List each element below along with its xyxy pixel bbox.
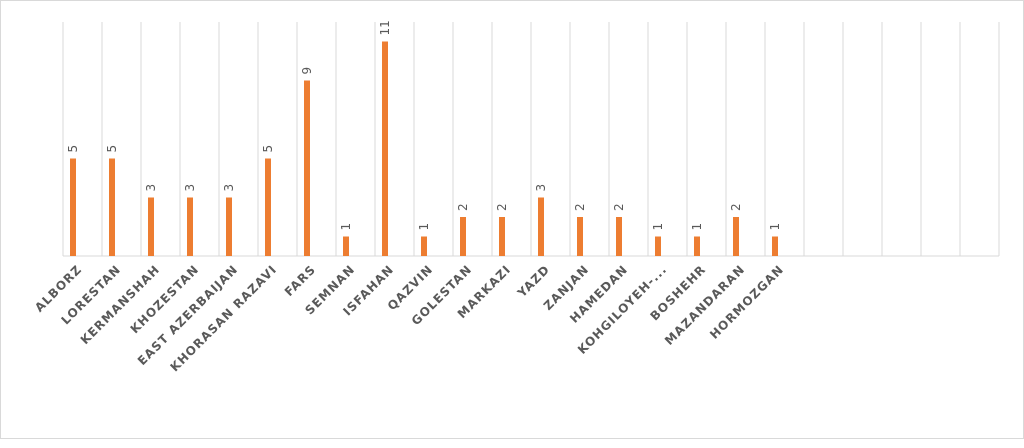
data-label: 3 (183, 184, 197, 192)
data-label: 1 (768, 223, 782, 231)
data-label: 2 (612, 203, 626, 211)
x-tick-label: FARS (282, 262, 319, 299)
bar (265, 158, 271, 256)
data-label: 9 (300, 67, 314, 75)
bar (538, 197, 544, 256)
data-label: 3 (144, 184, 158, 192)
bar (616, 217, 622, 256)
data-label: 5 (261, 145, 275, 153)
bar (499, 217, 505, 256)
x-tick-label: YAZD (514, 262, 553, 301)
bar (421, 236, 427, 256)
data-label: 1 (690, 223, 704, 231)
bar (109, 158, 115, 256)
data-label: 1 (651, 223, 665, 231)
data-label: 2 (573, 203, 587, 211)
data-label: 5 (66, 145, 80, 153)
data-label: 3 (534, 184, 548, 192)
bar (226, 197, 232, 256)
data-label: 11 (378, 20, 392, 35)
x-tick-label: HORMOZGAN (707, 262, 787, 342)
data-label: 1 (339, 223, 353, 231)
data-label: 2 (495, 203, 509, 211)
bar (148, 197, 154, 256)
bar (772, 236, 778, 256)
data-label: 2 (729, 203, 743, 211)
bar (694, 236, 700, 256)
data-label: 1 (417, 223, 431, 231)
bar (343, 236, 349, 256)
bar (655, 236, 661, 256)
data-label: 2 (456, 203, 470, 211)
x-tick-label: KHOZESTAN (128, 262, 202, 336)
bar (577, 217, 583, 256)
bar (460, 217, 466, 256)
bar (733, 217, 739, 256)
bar (382, 41, 388, 256)
bar (304, 80, 310, 256)
data-label: 3 (222, 184, 236, 192)
data-label: 5 (105, 145, 119, 153)
bar (187, 197, 193, 256)
bar (70, 158, 76, 256)
